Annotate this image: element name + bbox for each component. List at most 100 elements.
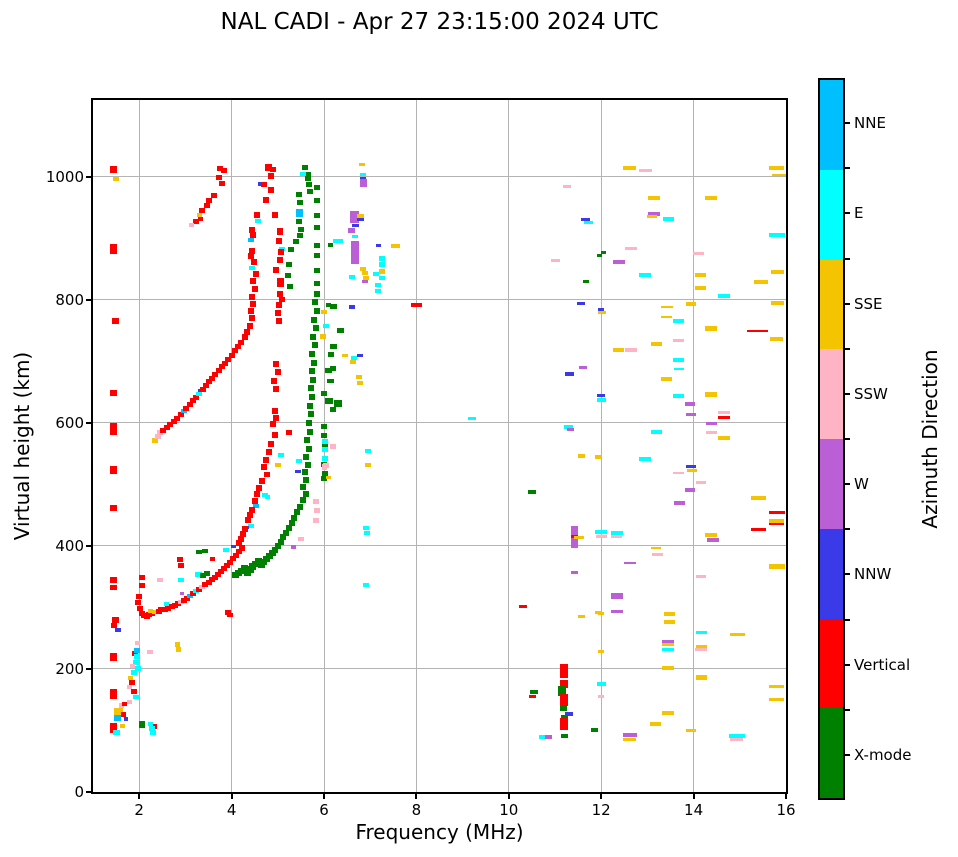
data-point — [566, 428, 574, 432]
data-point — [199, 386, 206, 392]
data-point — [660, 305, 673, 308]
data-point — [771, 300, 785, 305]
data-point — [242, 525, 249, 532]
data-point — [260, 181, 267, 187]
gridline-y — [93, 176, 786, 178]
data-point — [611, 593, 624, 600]
colorbar-tick — [845, 708, 850, 711]
data-point — [330, 406, 337, 412]
data-point — [307, 385, 314, 392]
data-point — [577, 302, 586, 306]
data-point — [129, 663, 135, 668]
data-point — [273, 386, 280, 393]
data-point — [177, 578, 184, 583]
data-point — [167, 421, 174, 427]
data-point — [359, 179, 367, 188]
data-point — [327, 351, 334, 357]
data-point — [300, 483, 307, 490]
data-point — [685, 487, 696, 492]
colorbar-label-vertical: Vertical — [854, 655, 911, 674]
colorbar-segment-nne — [820, 80, 843, 170]
plot-area — [93, 100, 786, 792]
data-point — [187, 401, 194, 407]
data-point — [110, 652, 118, 661]
data-point — [768, 564, 785, 570]
gridline-x — [693, 100, 695, 792]
data-point — [295, 459, 302, 464]
data-point — [227, 612, 234, 617]
data-point — [110, 688, 118, 699]
data-point — [254, 491, 260, 498]
data-point — [110, 723, 118, 734]
data-point — [111, 317, 119, 324]
data-point — [581, 218, 591, 222]
data-point — [193, 394, 200, 400]
colorbar-tick — [845, 483, 850, 486]
data-point — [350, 254, 359, 265]
colorbar-label-nne: NNE — [854, 114, 886, 133]
data-point — [271, 378, 278, 385]
data-point — [570, 570, 578, 574]
data-point — [562, 185, 571, 189]
data-point — [248, 237, 255, 242]
data-point — [391, 243, 401, 248]
data-point — [351, 235, 358, 239]
gridline-x — [231, 100, 233, 792]
colorbar-tick — [845, 528, 850, 531]
data-point — [197, 217, 203, 222]
data-point — [287, 246, 294, 252]
data-point — [204, 570, 211, 576]
data-point — [578, 615, 586, 619]
x-tick — [692, 794, 695, 799]
data-point — [236, 548, 243, 554]
data-point — [294, 470, 301, 474]
data-point — [129, 680, 136, 685]
data-point — [250, 232, 257, 239]
data-point — [557, 686, 566, 697]
data-point — [150, 730, 157, 736]
x-tick-label: 4 — [226, 801, 237, 819]
data-point — [321, 390, 327, 396]
data-point — [314, 197, 321, 203]
data-point — [132, 694, 139, 699]
data-point — [148, 608, 154, 613]
data-point — [272, 547, 279, 554]
data-point — [313, 307, 320, 314]
data-point — [302, 490, 309, 497]
data-point — [769, 684, 785, 688]
data-point — [687, 468, 698, 472]
y-tick — [86, 544, 91, 547]
data-point — [639, 457, 652, 462]
data-point — [357, 354, 364, 358]
data-point — [314, 224, 321, 230]
data-point — [152, 610, 159, 615]
y-tick-label: 1000 — [45, 167, 84, 186]
data-point — [597, 393, 606, 397]
data-point — [251, 498, 258, 505]
colorbar-tick — [845, 663, 850, 666]
data-point — [257, 562, 265, 569]
data-point — [146, 650, 153, 655]
data-point — [307, 428, 314, 435]
data-point — [233, 552, 240, 558]
data-point — [321, 310, 327, 315]
data-point — [362, 275, 369, 280]
data-point — [265, 448, 272, 455]
data-point — [113, 176, 120, 181]
data-point — [695, 631, 707, 635]
data-point — [530, 689, 539, 694]
data-point — [239, 544, 246, 551]
data-point — [300, 171, 307, 176]
data-point — [695, 645, 707, 650]
data-point — [326, 302, 332, 307]
data-point — [274, 368, 281, 375]
data-point — [248, 252, 255, 259]
data-point — [303, 476, 310, 483]
colorbar-tick — [845, 392, 850, 395]
data-point — [673, 368, 684, 371]
data-point — [293, 238, 300, 244]
data-point — [248, 315, 255, 322]
colorbar — [818, 78, 845, 800]
data-point — [228, 352, 235, 358]
data-point — [362, 525, 369, 530]
